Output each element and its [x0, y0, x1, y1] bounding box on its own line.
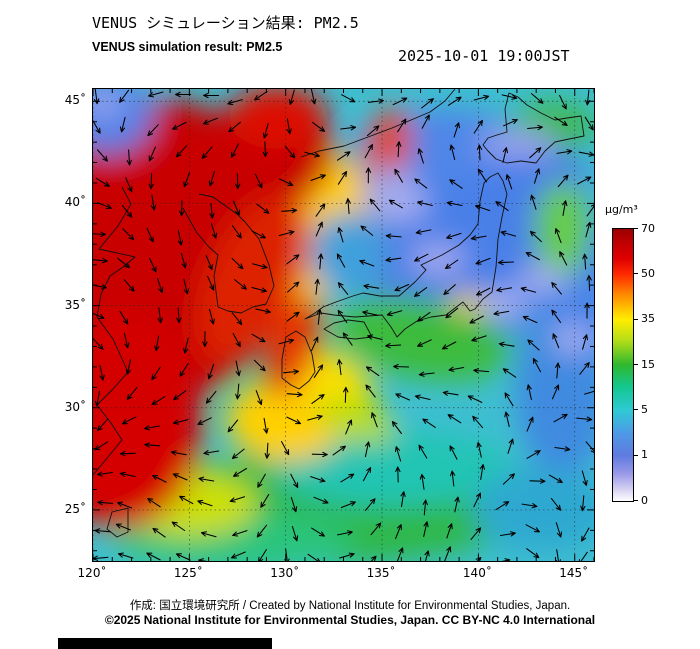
colorbar-tick-label: 0: [641, 493, 648, 507]
page-title-japanese: VENUS シミュレーション結果: PM2.5: [92, 14, 359, 32]
lon-tick-label: 145˚: [559, 566, 589, 580]
lat-tick-label: 25˚: [64, 501, 86, 516]
colorbar-tick-label: 50: [641, 266, 655, 280]
pm25-concentration-map: [93, 89, 594, 561]
colorbar-tick-label: 15: [641, 357, 655, 371]
lon-tick-label: 135˚: [366, 566, 396, 580]
colorbar-tick-label: 70: [641, 221, 655, 235]
lon-tick-label: 130˚: [270, 566, 300, 580]
lon-tick-label: 120˚: [77, 566, 107, 580]
lat-tick-label: 30˚: [64, 399, 86, 414]
timestamp: 2025-10-01 19:00JST: [398, 47, 570, 65]
colorbar-tick-label: 5: [641, 402, 648, 416]
lon-tick-label: 140˚: [462, 566, 492, 580]
page-title-english: VENUS simulation result: PM2.5: [92, 40, 283, 54]
credit-line: 作成: 国立環境研究所 / Created by National Instit…: [129, 600, 571, 612]
colorbar-unit-label: μg/m³: [605, 203, 638, 216]
lat-tick-label: 40˚: [64, 195, 86, 210]
lat-tick-label: 45˚: [64, 93, 86, 108]
license-line: ©2025 National Institute for Environment…: [104, 613, 596, 627]
colorbar-tick-label: 35: [641, 312, 655, 326]
colorbar-gradient: [612, 228, 634, 502]
lon-tick-label: 125˚: [173, 566, 203, 580]
lat-tick-label: 35˚: [64, 297, 86, 312]
bottom-black-bar: [58, 638, 272, 649]
map-frame: [92, 88, 595, 562]
colorbar-tick-label: 1: [641, 448, 648, 462]
